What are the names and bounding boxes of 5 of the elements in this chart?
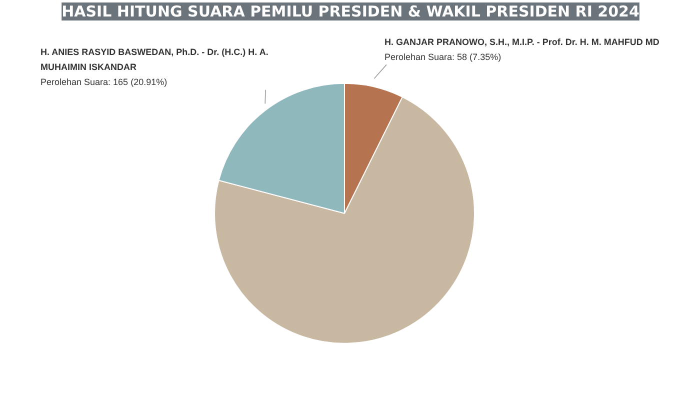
- slice-label: H. GANJAR PRANOWO, S.H., M.I.P. - Prof. Dr. H. M. MAHFUD MD: [384, 36, 660, 47]
- data-label: Perolehan Suara: 165 (20.91%): [40, 77, 168, 88]
- slice-label: H. ANIES RASYID BASWEDAN, Ph.D. - Dr. (H.C.) H. A. MUHAIMIN ISKANDAR: [40, 47, 268, 72]
- data-label: Perolehan Suara: 58 (7.35%): [384, 52, 502, 62]
- chart-title: HASIL HITUNG SUARA PEMILU PRESIDEN & WAKIL PRESIDEN RI 2024: [62, 2, 640, 20]
